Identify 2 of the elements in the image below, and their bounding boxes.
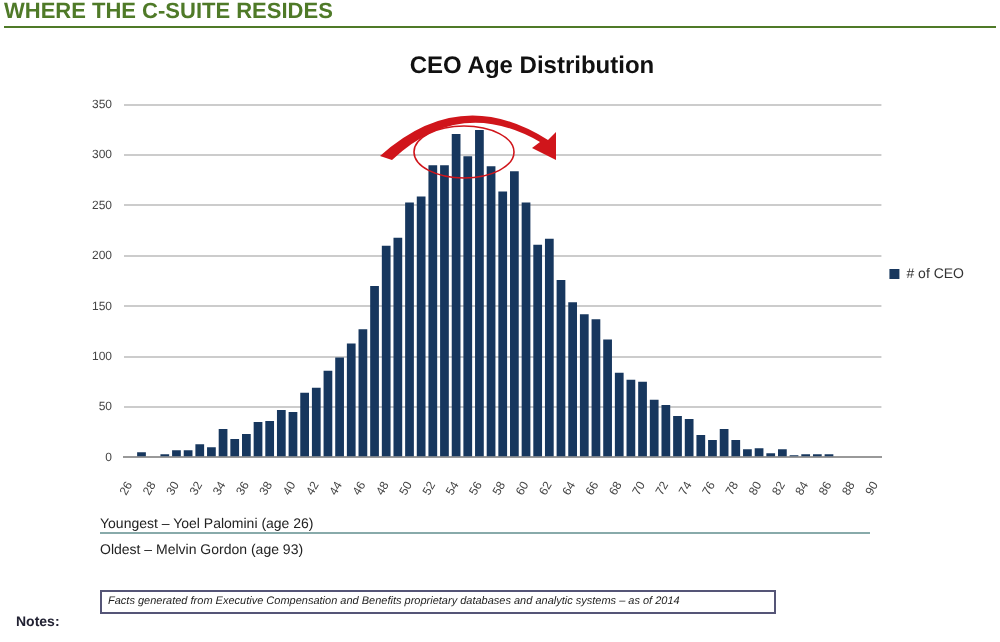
chart-title: WHERE THE C-SUITE RESIDES <box>4 0 996 28</box>
chart-subtitle: CEO Age Distribution <box>409 51 655 80</box>
